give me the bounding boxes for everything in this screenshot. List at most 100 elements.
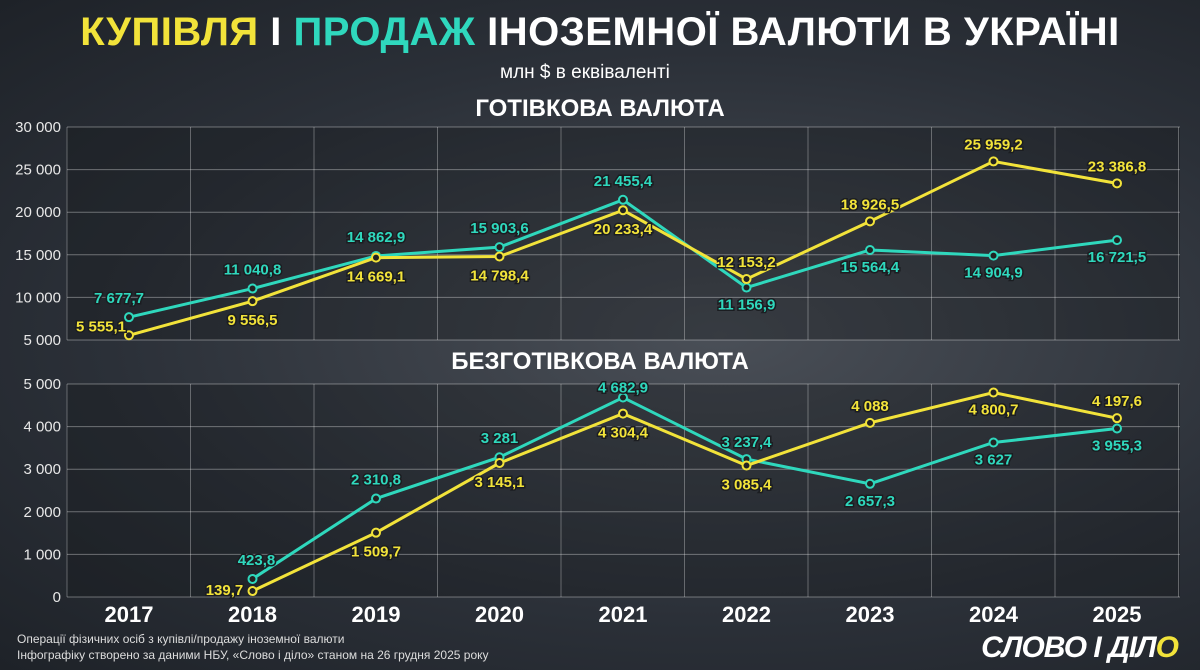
- data-label-buy: 3 145,1: [474, 474, 524, 491]
- subtitle: млн $ в еквіваленті: [500, 62, 670, 83]
- main-title: КУПІВЛЯ І ПРОДАЖ ІНОЗЕМНОЇ ВАЛЮТИ В УКРА…: [0, 10, 1200, 55]
- y-tick-label: 10 000: [15, 289, 61, 306]
- data-point-sell: [247, 283, 258, 294]
- data-point-sell: [618, 194, 628, 205]
- data-label-buy: 23 386,8: [1088, 158, 1146, 175]
- x-tick-label: 2023: [846, 602, 895, 627]
- data-point-buy: [371, 527, 381, 538]
- y-tick-label: 4 000: [23, 419, 61, 436]
- y-tick-label: 30 000: [15, 119, 61, 136]
- data-label-buy: 1 509,7: [351, 544, 401, 561]
- data-label-sell: 4 682,9: [598, 380, 648, 397]
- data-label-buy: 4 197,6: [1092, 393, 1142, 410]
- y-tick-label: 2 000: [23, 504, 61, 521]
- data-point-buy: [494, 251, 505, 262]
- data-point-sell: [1112, 423, 1122, 434]
- data-point-sell: [618, 392, 628, 403]
- data-label-sell: 11 156,9: [718, 297, 776, 314]
- data-point-sell: [371, 493, 381, 504]
- data-label-sell: 423,8: [238, 552, 276, 569]
- x-tick-label: 2024: [969, 602, 1019, 627]
- chart-title-cash: ГОТІВКОВА ВАЛЮТА: [475, 95, 725, 122]
- data-label-sell: 3 281: [481, 430, 519, 447]
- data-point-buy: [371, 252, 381, 263]
- data-point-sell: [988, 250, 999, 261]
- data-point-buy: [494, 458, 505, 469]
- chart-title-noncash: БЕЗГОТІВКОВА ВАЛЮТА: [451, 348, 749, 375]
- x-tick-label: 2017: [105, 602, 154, 627]
- data-point-sell: [988, 437, 999, 448]
- title-and: І: [258, 10, 294, 54]
- data-point-sell: [865, 478, 875, 489]
- series-line-sell: [251, 395, 1118, 581]
- data-label-sell: 3 627: [975, 451, 1013, 468]
- data-point-sell: [865, 244, 875, 255]
- x-tick-label: 2025: [1093, 602, 1142, 627]
- x-tick-label: 2020: [475, 602, 524, 627]
- data-point-buy: [247, 586, 258, 597]
- data-point-buy: [1112, 178, 1122, 189]
- data-label-buy: 25 959,2: [964, 136, 1022, 153]
- footer-note: Операції фізичних осіб з купівлі/продажу…: [17, 632, 345, 646]
- data-point-buy: [247, 296, 258, 307]
- data-point-sell: [494, 242, 505, 253]
- data-label-sell: 2 657,3: [845, 493, 895, 510]
- data-label-buy: 9 556,5: [227, 312, 277, 329]
- data-label-sell: 16 721,5: [1088, 249, 1146, 266]
- y-tick-label: 0: [53, 589, 61, 606]
- x-tick-label: 2019: [352, 602, 401, 627]
- data-point-sell: [741, 282, 752, 293]
- data-label-sell: 15 564,4: [841, 259, 900, 276]
- y-tick-label: 5 000: [23, 376, 61, 393]
- data-label-buy: 4 088: [851, 398, 889, 415]
- data-point-buy: [988, 387, 999, 398]
- data-label-sell: 21 455,4: [594, 173, 653, 190]
- data-point-buy: [865, 417, 875, 428]
- data-point-buy: [1112, 413, 1122, 424]
- data-label-sell: 3 955,3: [1092, 438, 1142, 455]
- y-tick-label: 15 000: [15, 247, 61, 264]
- data-label-sell: 11 040,8: [224, 262, 282, 279]
- data-label-sell: 2 310,8: [351, 472, 401, 489]
- plot-area: [67, 384, 1180, 597]
- data-point-sell: [1112, 235, 1122, 246]
- data-point-sell: [247, 573, 258, 584]
- y-tick-label: 5 000: [23, 332, 61, 349]
- data-label-buy: 139,7: [206, 582, 244, 599]
- title-buy: КУПІВЛЯ: [80, 10, 259, 54]
- data-point-buy: [988, 156, 999, 167]
- y-tick-label: 25 000: [15, 162, 61, 179]
- data-point-buy: [124, 330, 134, 341]
- data-label-buy: 20 233,4: [594, 221, 653, 238]
- x-tick-label: 2018: [228, 602, 277, 627]
- data-point-buy: [741, 460, 752, 471]
- y-tick-label: 1 000: [23, 546, 61, 563]
- data-label-buy: 5 555,1: [76, 318, 126, 335]
- data-point-buy: [865, 216, 875, 227]
- data-point-buy: [618, 205, 628, 216]
- x-tick-label: 2021: [599, 602, 648, 627]
- y-tick-label: 20 000: [15, 204, 61, 221]
- data-label-buy: 14 798,4: [470, 268, 529, 285]
- data-label-buy: 3 085,4: [721, 477, 772, 494]
- data-label-sell: 15 903,6: [470, 220, 528, 237]
- x-tick-label: 2022: [722, 602, 771, 627]
- data-label-sell: 14 904,9: [964, 265, 1022, 282]
- y-tick-label: 3 000: [23, 461, 61, 478]
- title-sell: ПРОДАЖ: [293, 10, 476, 54]
- data-point-sell: [124, 312, 134, 323]
- data-label-sell: 14 862,9: [347, 229, 405, 246]
- logo: СЛОВО І ДІЛО: [981, 631, 1179, 664]
- data-label-buy: 14 669,1: [347, 269, 405, 286]
- data-point-buy: [618, 408, 628, 419]
- data-label-buy: 4 304,4: [598, 425, 649, 442]
- data-label-sell: 7 677,7: [94, 290, 144, 307]
- title-rest: ІНОЗЕМНОЇ ВАЛЮТИ В УКРАЇНІ: [475, 10, 1120, 54]
- data-label-buy: 4 800,7: [968, 401, 1018, 418]
- footer-source: Інфографіку створено за даними НБУ, «Сло…: [17, 648, 489, 662]
- data-point-buy: [741, 274, 752, 285]
- data-label-buy: 12 153,2: [717, 254, 775, 271]
- data-label-sell: 3 237,4: [721, 434, 772, 451]
